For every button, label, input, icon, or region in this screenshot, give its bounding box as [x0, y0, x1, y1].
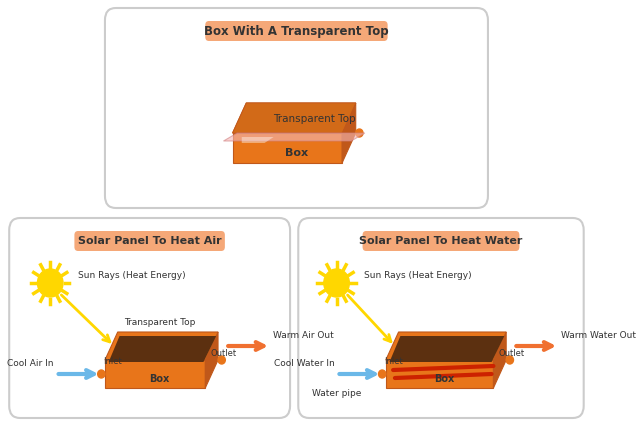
Circle shape [506, 356, 513, 364]
Circle shape [98, 370, 105, 378]
Text: Inlet: Inlet [103, 357, 122, 366]
FancyBboxPatch shape [105, 8, 488, 208]
Text: Warm Air Out: Warm Air Out [273, 331, 333, 340]
Text: Warm Water Out: Warm Water Out [561, 331, 636, 340]
Polygon shape [232, 103, 356, 133]
Polygon shape [205, 332, 218, 388]
FancyBboxPatch shape [363, 231, 520, 251]
Polygon shape [390, 336, 504, 362]
Polygon shape [232, 133, 342, 163]
Text: Cool Water In: Cool Water In [274, 360, 335, 368]
Text: Box: Box [434, 374, 454, 384]
Text: Solar Panel To Heat Air: Solar Panel To Heat Air [78, 236, 221, 246]
Circle shape [356, 129, 363, 137]
FancyBboxPatch shape [298, 218, 584, 418]
FancyBboxPatch shape [9, 218, 290, 418]
Polygon shape [105, 360, 205, 388]
Circle shape [38, 269, 63, 297]
FancyBboxPatch shape [74, 231, 225, 251]
Polygon shape [232, 103, 356, 133]
Polygon shape [342, 103, 356, 163]
Text: Solar Panel To Heat Water: Solar Panel To Heat Water [359, 236, 523, 246]
Circle shape [378, 370, 386, 378]
Polygon shape [242, 137, 274, 143]
Text: Inlet: Inlet [384, 357, 403, 366]
Text: Cool Air In: Cool Air In [8, 360, 54, 368]
Text: Water pipe: Water pipe [312, 389, 362, 397]
FancyBboxPatch shape [205, 21, 388, 41]
Polygon shape [109, 336, 216, 362]
Polygon shape [223, 133, 365, 141]
Text: Outlet: Outlet [211, 349, 237, 359]
Text: Sun Rays (Heat Energy): Sun Rays (Heat Energy) [77, 271, 185, 279]
Polygon shape [493, 332, 506, 388]
Text: Box: Box [285, 148, 308, 158]
Text: Transparent Top: Transparent Top [124, 318, 195, 327]
Polygon shape [386, 360, 493, 388]
Polygon shape [105, 332, 218, 360]
Text: Sun Rays (Heat Energy): Sun Rays (Heat Energy) [364, 271, 472, 279]
Polygon shape [386, 332, 506, 360]
Circle shape [218, 356, 225, 364]
Text: Box With A Transparent Top: Box With A Transparent Top [204, 25, 388, 37]
Text: Box: Box [150, 374, 170, 384]
Text: Outlet: Outlet [499, 349, 525, 359]
Circle shape [324, 269, 349, 297]
Text: Transparent Top: Transparent Top [273, 114, 356, 124]
